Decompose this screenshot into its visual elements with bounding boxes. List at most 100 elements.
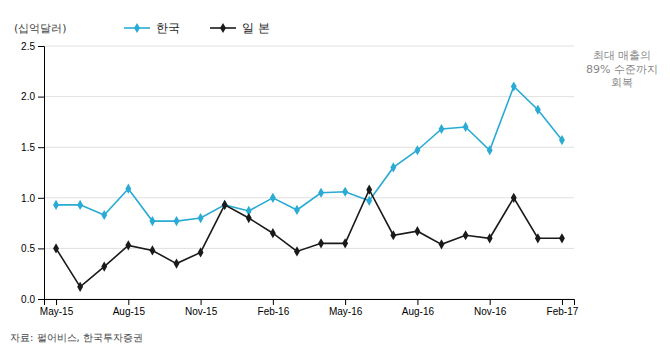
tick: Feb-16	[258, 299, 290, 317]
tick-mark	[38, 147, 44, 148]
tick-mark	[38, 299, 44, 300]
annotation-line: 89% 수준까지	[586, 63, 658, 76]
tick-mark	[38, 248, 44, 249]
legend: 한국 일 본	[124, 21, 270, 35]
marker	[463, 122, 469, 132]
tick: 0.0	[21, 294, 44, 305]
legend-item: 일 본	[210, 21, 270, 35]
grid	[44, 46, 574, 299]
marker	[463, 230, 469, 240]
tick-mark	[345, 299, 346, 305]
legend-label: 일 본	[242, 21, 270, 35]
tick-mark	[417, 299, 418, 305]
marker	[559, 233, 565, 243]
tick-label: 1.5	[21, 142, 35, 153]
annotation: 최대 매출의89% 수준까지회복	[586, 49, 658, 90]
grid-line	[44, 96, 574, 97]
series	[53, 81, 565, 226]
marker	[101, 262, 107, 272]
axis-domain	[38, 47, 45, 300]
marker	[511, 81, 517, 91]
annotation-line: 최대 매출의	[593, 49, 652, 62]
legend-label: 한국	[156, 21, 180, 35]
tick-mark	[38, 198, 44, 199]
marker	[53, 200, 59, 210]
tick-mark	[273, 299, 274, 305]
marker	[535, 233, 541, 243]
marker	[414, 145, 420, 155]
marker	[342, 187, 348, 197]
marker	[535, 105, 541, 115]
tick-label: 2.0	[21, 91, 35, 102]
chart: 0.0 0.5 1.0 1.5 2.0 2.5 May-15 Aug-15 Nov-15 Feb-…	[0, 0, 670, 347]
tick: Nov-16	[474, 299, 507, 317]
tick-mark	[38, 97, 44, 98]
legend-item: 한국	[124, 21, 180, 35]
marker	[270, 228, 276, 238]
marks	[53, 81, 565, 292]
tick-mark	[56, 299, 57, 305]
tick-label: Feb-17	[547, 306, 579, 317]
marker	[439, 239, 445, 249]
marker	[390, 162, 396, 172]
line	[56, 86, 562, 221]
x-axis: May-15 Aug-15 Nov-15 Feb-16 May-16 Aug-16 Nov-…	[40, 299, 579, 317]
marker	[318, 238, 324, 248]
tick-label: 0.0	[21, 294, 35, 305]
marker	[125, 240, 131, 250]
marker	[366, 196, 372, 206]
axis-title: (십억달러)	[14, 22, 67, 35]
tick-label: Nov-15	[185, 306, 218, 317]
marker	[101, 210, 107, 220]
tick-mark	[38, 46, 44, 47]
marker	[294, 205, 300, 215]
marker	[77, 200, 83, 210]
tick: Aug-15	[113, 299, 146, 317]
marker	[294, 246, 300, 256]
marker	[487, 145, 493, 155]
marker	[149, 245, 155, 255]
axis-domain	[45, 300, 575, 306]
series	[53, 185, 565, 292]
plot: 0.0 0.5 1.0 1.5 2.0 2.5 May-15 Aug-15 Nov-15 Feb-…	[21, 41, 579, 317]
tick-label: Aug-16	[402, 306, 435, 317]
marker	[439, 124, 445, 134]
tick: 1.0	[21, 193, 44, 204]
tick: 0.5	[21, 243, 44, 254]
marker	[149, 216, 155, 226]
annotation-line: 회복	[611, 76, 633, 89]
y-axis: 0.0 0.5 1.0 1.5 2.0 2.5	[21, 41, 44, 305]
grid-line	[44, 147, 574, 148]
tick: Feb-17	[547, 299, 579, 317]
tick-label: Feb-16	[258, 306, 290, 317]
marker	[270, 193, 276, 203]
marker	[511, 193, 517, 203]
tick-label: 0.5	[21, 243, 35, 254]
marker	[487, 233, 493, 243]
marker	[246, 213, 252, 223]
tick: Aug-16	[402, 299, 435, 317]
tick-label: 2.5	[21, 41, 35, 52]
tick: May-16	[329, 299, 363, 317]
marker	[53, 243, 59, 253]
tick-label: Nov-16	[474, 306, 507, 317]
marker	[125, 184, 131, 194]
marker	[318, 188, 324, 198]
marker	[414, 226, 420, 236]
marker	[198, 213, 204, 223]
tick: 1.5	[21, 142, 44, 153]
tick-mark	[562, 299, 563, 305]
marker	[198, 247, 204, 257]
tick: Nov-15	[185, 299, 218, 317]
tick-mark	[490, 299, 491, 305]
legend-marker	[134, 23, 140, 33]
marker	[342, 238, 348, 248]
tick-label: 1.0	[21, 193, 35, 204]
grid-line	[44, 197, 574, 198]
tick: 2.5	[21, 41, 44, 52]
source: 자료: 펄어비스, 한국투자증권	[10, 332, 143, 343]
marker	[222, 200, 228, 210]
tick-label: May-15	[40, 306, 74, 317]
tick-label: Aug-15	[113, 306, 146, 317]
tick-label: May-16	[329, 306, 363, 317]
